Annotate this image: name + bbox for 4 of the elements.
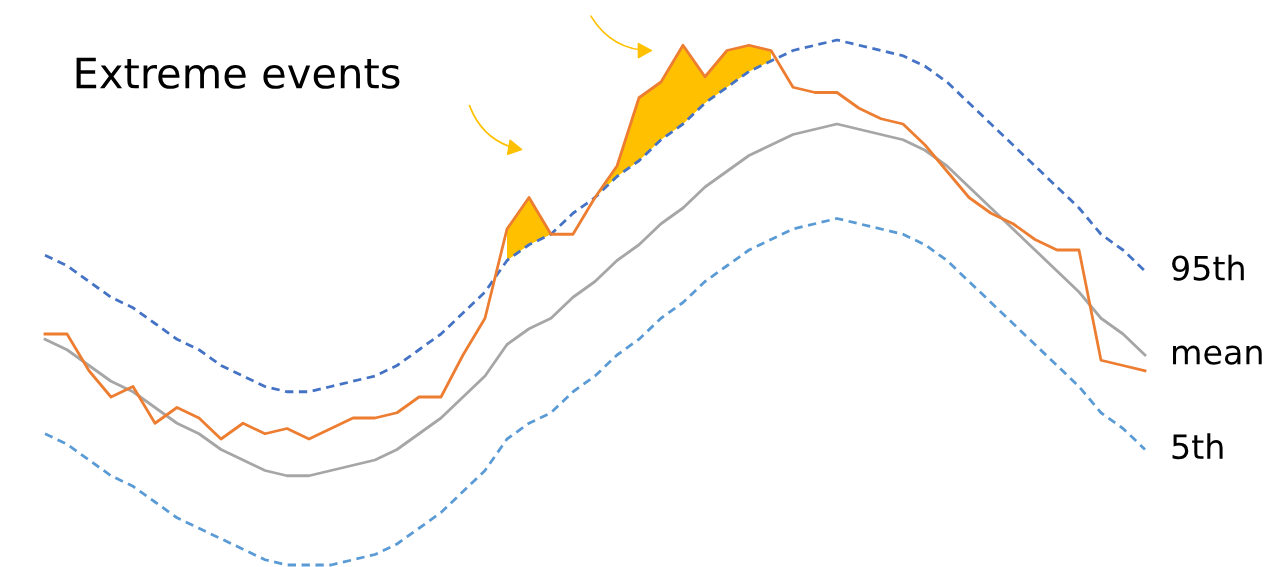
series-label: 5th: [1172, 433, 1223, 460]
annotation: Extreme events: [76, 57, 400, 89]
series-label: 95th: [1172, 254, 1244, 281]
series-label: mean: [1173, 345, 1262, 365]
